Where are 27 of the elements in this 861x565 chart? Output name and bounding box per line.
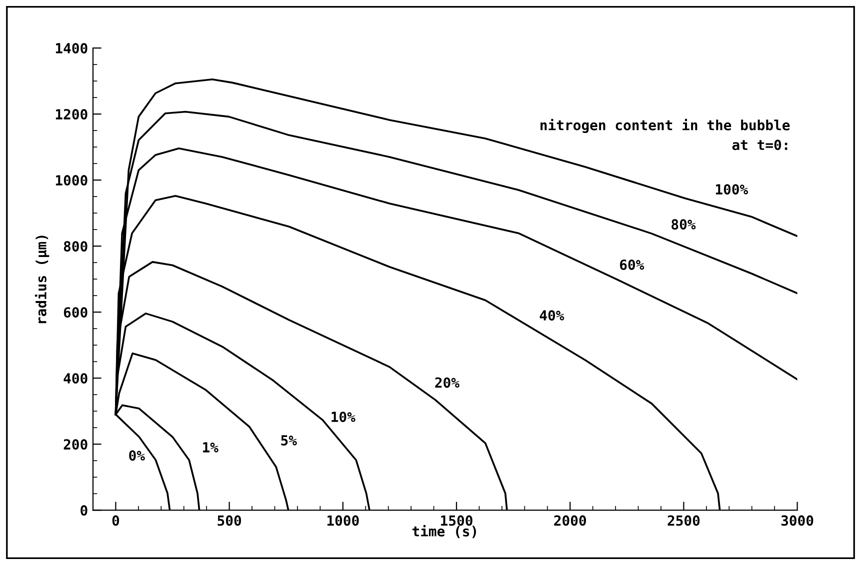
x-tick-label: 1500 [441, 515, 472, 526]
x-tick-label: 1000 [327, 515, 359, 526]
y-tick-label: 0 [80, 505, 88, 516]
series-label: 100% [716, 184, 748, 195]
y-tick-label: 600 [64, 307, 88, 318]
x-tick-label: 0 [112, 515, 120, 526]
series-label: 40% [540, 310, 564, 321]
x-tick-label: 2500 [668, 515, 700, 526]
series-label: 20% [435, 377, 460, 388]
series-label: 1% [203, 442, 218, 452]
y-tick-label: 800 [64, 241, 88, 252]
y-tick-label: 1000 [56, 175, 88, 186]
y-tick-label: 1200 [56, 109, 88, 120]
series-label: 80% [672, 219, 696, 230]
series-label: 0% [129, 450, 145, 461]
x-tick-label: 3000 [781, 515, 814, 526]
annotation: nitrogen content in the bubble at t=0: [540, 118, 790, 150]
y-axis-title: radius (µm) [34, 236, 50, 324]
y-tick-label: 200 [64, 439, 88, 450]
series-label: 10% [332, 412, 356, 422]
series-label: 60% [620, 259, 644, 270]
x-tick-label: 500 [218, 515, 242, 526]
x-tick-label: 2000 [554, 515, 586, 526]
y-tick-label: 1400 [56, 42, 88, 54]
x-axis-title: time (s) [412, 524, 476, 538]
series-label: 5% [281, 435, 297, 446]
y-tick-label: 400 [64, 373, 88, 384]
